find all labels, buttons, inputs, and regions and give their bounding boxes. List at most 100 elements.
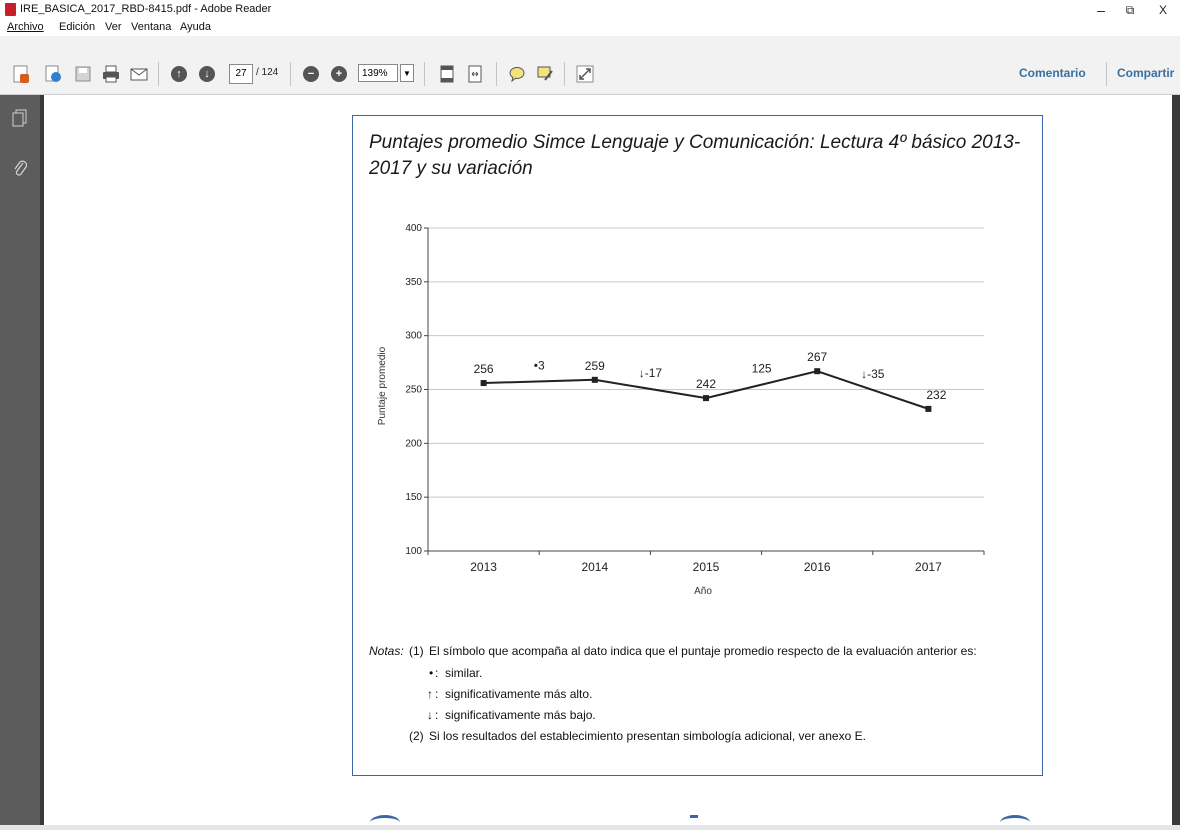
arrow-up-icon: ↑ — [171, 66, 187, 82]
data-label: 267 — [807, 350, 827, 364]
variation-label: ↓-17 — [639, 366, 663, 380]
expand-icon — [576, 65, 594, 83]
symbol-up: ↑ — [427, 687, 433, 701]
paperclip-icon — [14, 160, 28, 176]
close-button[interactable]: X — [1158, 3, 1167, 17]
vertical-scrollbar[interactable] — [1172, 95, 1180, 825]
data-point — [591, 376, 598, 383]
variation-label: 125 — [752, 362, 772, 376]
next-page-button[interactable]: ↓ — [196, 63, 218, 85]
notes-label: Notas: — [369, 644, 404, 658]
create-pdf-icon — [13, 65, 29, 83]
menu-ayuda[interactable]: Ayuda — [180, 21, 211, 33]
chevron-down-icon: ▼ — [403, 69, 411, 78]
page-number-input[interactable]: 27 — [229, 64, 253, 84]
next-section-graphic — [690, 815, 698, 830]
menu-bar: Archivo Edición Ver Ventana Ayuda — [0, 20, 1180, 36]
menu-edicion[interactable]: Edición — [59, 21, 96, 33]
y-tick-label: 350 — [405, 277, 422, 288]
plus-icon: + — [331, 66, 347, 82]
x-tick-label: 2016 — [804, 560, 831, 574]
zoom-out-button[interactable]: − — [300, 63, 322, 85]
y-tick-label: 250 — [405, 385, 422, 396]
data-label: 242 — [696, 377, 716, 391]
arrow-down-icon: ↓ — [199, 66, 215, 82]
toolbar-separator — [564, 62, 565, 86]
y-tick-label: 200 — [405, 438, 422, 449]
save-button[interactable] — [72, 63, 94, 85]
panel-divider[interactable] — [40, 95, 44, 825]
symbol-similar-text: similar. — [445, 666, 483, 680]
menu-archivo[interactable]: Archivo — [7, 21, 44, 33]
variation-label: ↓-35 — [861, 367, 885, 381]
y-tick-label: 100 — [405, 546, 422, 557]
x-tick-label: 2017 — [915, 560, 942, 574]
toolbar-separator — [290, 62, 291, 86]
fit-page-button[interactable] — [436, 63, 458, 85]
zoom-input[interactable]: 139% — [358, 64, 398, 82]
fit-width-button[interactable] — [464, 63, 486, 85]
note-2-text: Si los resultados del establecimiento pr… — [429, 729, 866, 743]
share-panel-link[interactable]: Compartir — [1117, 66, 1175, 80]
y-tick-label: 150 — [405, 492, 422, 503]
title-bar: IRE_BASICA_2017_RBD-8415.pdf - Adobe Rea… — [0, 0, 1180, 20]
previous-page-button[interactable]: ↑ — [168, 63, 190, 85]
y-tick-label: 300 — [405, 331, 422, 342]
highlighter-icon — [537, 66, 553, 81]
x-tick-label: 2013 — [470, 560, 497, 574]
speech-bubble-icon — [509, 67, 525, 83]
pages-thumbnail-button[interactable] — [12, 109, 28, 127]
email-button[interactable] — [128, 63, 150, 85]
menu-ventana[interactable]: Ventana — [131, 21, 172, 33]
chart-figure: Puntajes promedio Simce Lenguaje y Comun… — [352, 115, 1043, 776]
highlight-button[interactable] — [534, 63, 556, 85]
toolbar-separator — [158, 62, 159, 86]
x-axis-label: Año — [694, 586, 712, 597]
fit-width-icon — [468, 65, 482, 83]
data-point — [480, 380, 487, 387]
chart-title: Puntajes promedio Simce Lenguaje y Comun… — [369, 132, 1021, 179]
next-section-graphic — [370, 815, 400, 830]
pdf-file-icon — [5, 3, 16, 16]
save-icon — [75, 66, 91, 82]
navigation-panel — [0, 95, 40, 825]
next-section-graphic — [1000, 815, 1030, 830]
note-1-number: (1) — [409, 644, 424, 658]
data-label: 256 — [474, 362, 494, 376]
x-tick-label: 2014 — [581, 560, 608, 574]
data-point — [925, 405, 932, 412]
x-tick-label: 2015 — [693, 560, 720, 574]
toolbar-separator — [1106, 62, 1107, 86]
comment-button[interactable] — [506, 63, 528, 85]
minus-icon: − — [303, 66, 319, 82]
print-button[interactable] — [100, 63, 122, 85]
symbol-up-text: significativamente más alto. — [445, 687, 593, 701]
maximize-button[interactable]: ⧉ — [1125, 3, 1135, 17]
comment-panel-link[interactable]: Comentario — [1019, 66, 1086, 80]
print-icon — [103, 65, 119, 83]
data-label: 232 — [926, 388, 946, 402]
menu-ver[interactable]: Ver — [105, 21, 122, 33]
pages-icon — [12, 109, 27, 127]
zoom-in-button[interactable]: + — [328, 63, 350, 85]
data-point — [703, 395, 709, 402]
symbol-down-text: significativamente más bajo. — [445, 708, 596, 722]
fit-page-icon — [440, 65, 454, 83]
create-pdf-button[interactable] — [10, 63, 32, 85]
data-label: 259 — [585, 359, 605, 373]
variation-label: •3 — [534, 358, 545, 372]
open-button[interactable] — [42, 63, 64, 85]
toolbar-separator — [496, 62, 497, 86]
page-total: / 124 — [256, 67, 279, 78]
email-icon — [130, 68, 148, 81]
y-tick-label: 400 — [405, 223, 422, 234]
note-1-text: El símbolo que acompaña al dato indica q… — [429, 644, 977, 658]
attachments-button[interactable] — [12, 159, 28, 177]
symbol-similar: • — [429, 666, 434, 680]
minimize-button[interactable]: – — [1097, 2, 1105, 18]
symbol-down: ↓ — [427, 708, 433, 722]
fullscreen-button[interactable] — [574, 63, 596, 85]
zoom-dropdown-button[interactable]: ▼ — [400, 64, 414, 82]
open-icon — [45, 65, 61, 82]
note-2-number: (2) — [409, 729, 424, 743]
